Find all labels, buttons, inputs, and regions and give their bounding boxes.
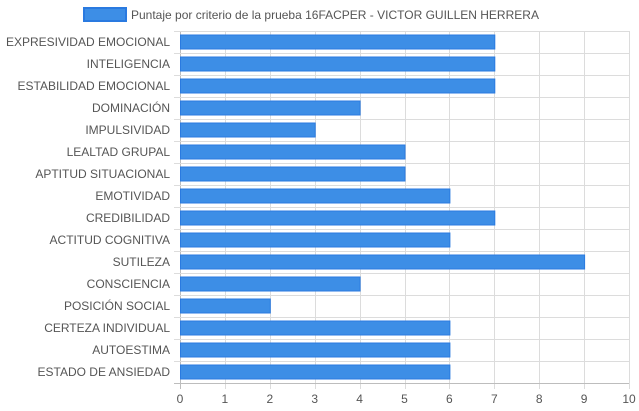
bar[interactable] <box>180 320 451 336</box>
x-tick-label: 1 <box>222 392 229 406</box>
bar[interactable] <box>180 100 361 116</box>
bar[interactable] <box>180 34 496 50</box>
category-label: CREDIBILIDAD <box>86 211 170 225</box>
x-tick-label: 6 <box>446 392 453 406</box>
legend-label: Puntaje por criterio de la prueba 16FACP… <box>131 8 539 22</box>
bar[interactable] <box>180 298 271 314</box>
bar[interactable] <box>180 210 496 226</box>
category-label: LEALTAD GRUPAL <box>67 145 171 159</box>
bar[interactable] <box>180 166 406 182</box>
category-label: POSICIÓN SOCIAL <box>64 298 170 313</box>
category-label: APTITUD SITUACIONAL <box>35 167 170 181</box>
bar[interactable] <box>180 56 496 72</box>
bars-group <box>180 34 586 380</box>
category-label: ACTITUD COGNITIVA <box>50 233 170 247</box>
x-tick-label: 0 <box>177 392 184 406</box>
bar[interactable] <box>180 122 316 138</box>
category-label: EMOTIVIDAD <box>95 189 170 203</box>
legend-swatch <box>83 7 127 22</box>
category-labels: EXPRESIVIDAD EMOCIONAL INTELIGENCIA ESTABI… <box>6 35 170 379</box>
x-tick-label: 7 <box>491 392 498 406</box>
bar[interactable] <box>180 144 406 160</box>
bar[interactable] <box>180 276 361 292</box>
x-tick-label: 10 <box>622 392 636 406</box>
category-label: INTELIGENCIA <box>87 57 170 71</box>
bar[interactable] <box>180 254 586 270</box>
bar[interactable] <box>180 364 451 380</box>
category-label: ESTADO DE ANSIEDAD <box>38 365 171 379</box>
category-label: CERTEZA INDIVIDUAL <box>44 321 170 335</box>
x-tick-label: 2 <box>266 392 273 406</box>
bar[interactable] <box>180 78 496 94</box>
category-label: DOMINACIÓN <box>92 100 170 115</box>
x-tick-label: 4 <box>356 392 363 406</box>
bar[interactable] <box>180 188 451 204</box>
category-label: EXPRESIVIDAD EMOCIONAL <box>6 35 170 49</box>
category-label: CONSCIENCIA <box>87 277 170 291</box>
x-tick-label: 3 <box>311 392 318 406</box>
category-label: IMPULSIVIDAD <box>85 123 170 137</box>
category-label: SUTILEZA <box>113 255 170 269</box>
x-tick-label: 5 <box>401 392 408 406</box>
chart-legend[interactable]: Puntaje por criterio de la prueba 16FACP… <box>83 7 539 22</box>
x-tick-labels: 0 1 2 3 4 5 6 7 8 9 10 <box>177 392 636 406</box>
category-label: AUTOESTIMA <box>92 343 170 357</box>
bar[interactable] <box>180 342 451 358</box>
category-label: ESTABILIDAD EMOCIONAL <box>18 79 171 93</box>
x-tick-label: 8 <box>536 392 543 406</box>
bar[interactable] <box>180 232 451 248</box>
x-tick-label: 9 <box>581 392 588 406</box>
